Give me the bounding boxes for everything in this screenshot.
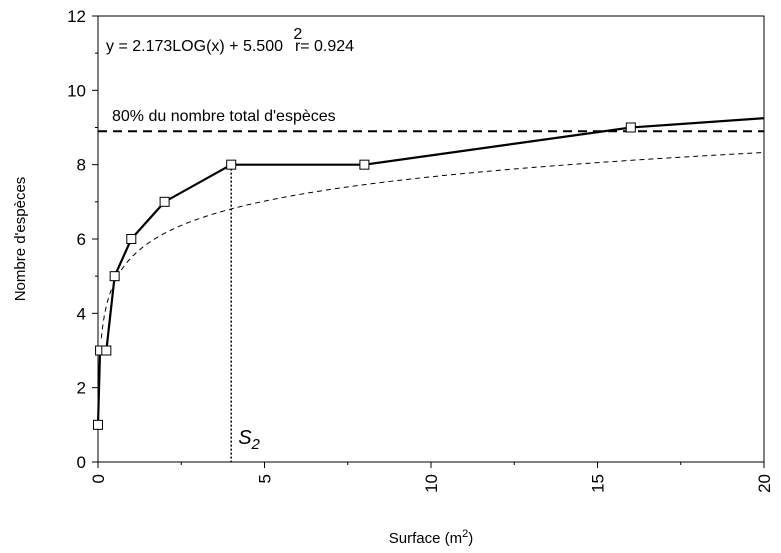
series-line [96,117,765,425]
y-tick-label: 12 [67,7,86,26]
x-tick-label: 15 [589,474,608,493]
x-tick-label: 0 [89,474,108,483]
data-point [126,234,137,244]
y-tick-label: 0 [77,453,86,472]
data-point [101,345,112,356]
x-axis-title-end: ) [468,530,473,547]
y-axis-ticks: 0 2 4 6 8 10 12 [67,7,98,472]
equation-text: y = 2.173LOG(x) + 5.500 [106,38,283,55]
data-point [625,122,636,133]
series-markers [93,122,636,430]
data-point [226,159,237,170]
plot-frame [97,15,765,463]
x-axis-title-sup: 2 [462,528,468,540]
data-point [93,419,103,430]
y-axis-title: Nombre d'espèces [12,177,29,302]
y-tick-label: 8 [77,156,86,175]
fit-curve-line [100,152,765,339]
data-point [159,196,170,207]
data-point [359,159,370,170]
x-tick-label: 20 [755,474,774,493]
r2-symbol: r [295,38,301,55]
s2-subscript: 2 [251,436,261,453]
r2-value: = 0.924 [300,38,354,55]
data-point [109,271,120,282]
x-axis-title-text: Surface (m [389,530,462,547]
x-axis-ticks: 0 5 10 15 20 [89,462,774,493]
s2-letter: S [238,427,252,449]
x-axis-title: Surface (m2) [389,528,473,547]
y-tick-label: 2 [77,379,86,398]
r2-exponent: 2 [293,26,302,43]
y-tick-label: 4 [77,304,86,323]
x-tick-label: 10 [422,474,441,493]
y-tick-label: 10 [67,81,86,100]
y-tick-label: 6 [77,230,86,249]
equation-label: y = 2.173LOG(x) + 5.500 r2 = 0.924 [106,26,354,55]
x-tick-label: 5 [256,474,275,483]
s2-marker-label: S2 [238,427,260,453]
reference-line-label: 80% du nombre total d'espèces [112,108,336,125]
